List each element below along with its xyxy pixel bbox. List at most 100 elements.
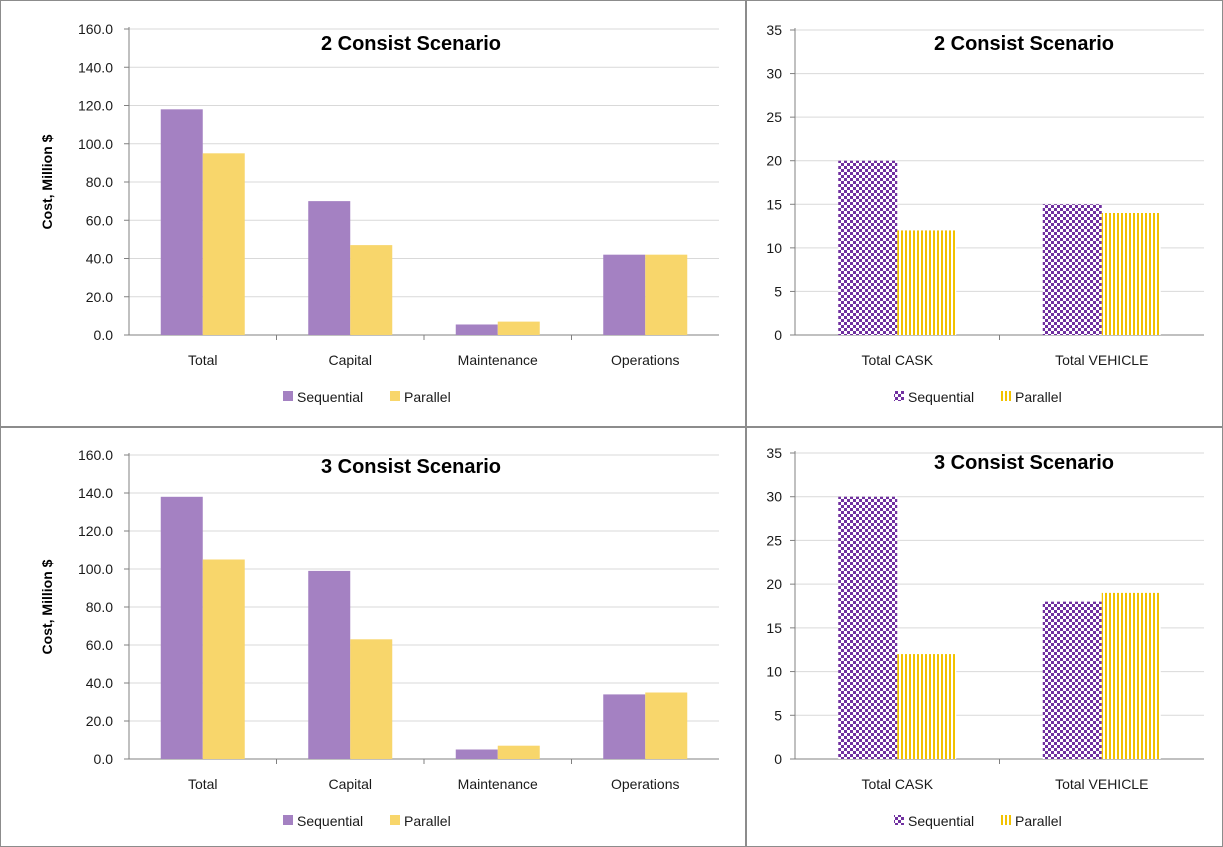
bar-sequential-maintenance bbox=[456, 324, 498, 335]
y-tick-label: 5 bbox=[774, 707, 782, 723]
legend-swatch-sequential bbox=[894, 391, 904, 401]
bar-parallel-total bbox=[203, 153, 245, 335]
chart-title: 3 Consist Scenario bbox=[934, 452, 1114, 474]
y-tick-label: 60.0 bbox=[86, 637, 113, 653]
legend-label-parallel: Parallel bbox=[404, 389, 451, 405]
y-tick-label: 0 bbox=[774, 751, 782, 767]
legend-swatch-parallel bbox=[390, 391, 400, 401]
y-axis-title: Cost, Million $ bbox=[39, 134, 55, 229]
y-tick-label: 0 bbox=[774, 327, 782, 343]
y-tick-label: 40.0 bbox=[86, 675, 113, 691]
y-tick-label: 10 bbox=[766, 240, 782, 256]
chart-panel-counts-3-consist: 0 5 10 15 20 25 30 35 Total CASK Total VEHICLE 3 C… bbox=[746, 427, 1223, 847]
chart-title: 3 Consist Scenario bbox=[321, 456, 501, 478]
bar-parallel-capital bbox=[350, 639, 392, 759]
chart-panel-counts-2-consist: 0 5 10 15 20 25 30 35 Total CASK Total VEHICLE 2 C… bbox=[746, 0, 1223, 427]
x-category-label: Capital bbox=[328, 776, 372, 792]
y-tick-label: 120.0 bbox=[78, 98, 113, 114]
x-category-label: Total VEHICLE bbox=[1055, 352, 1148, 368]
y-tick-label: 20 bbox=[766, 576, 782, 592]
chart-svg-2: 0.0 20.0 40.0 60.0 80.0 100.0 120.0 140.0 160.0 T… bbox=[1, 428, 745, 846]
x-category-label: Total bbox=[188, 776, 218, 792]
legend-swatch-sequential bbox=[283, 815, 293, 825]
x-category-label: Operations bbox=[611, 352, 679, 368]
chart-svg-3: 0 5 10 15 20 25 30 35 Total CASK Total VEHICLE 3 C… bbox=[747, 428, 1222, 846]
y-tick-label: 10 bbox=[766, 664, 782, 680]
legend-swatch-parallel bbox=[390, 815, 400, 825]
bar-parallel-operations bbox=[645, 693, 687, 760]
bar-parallel-capital bbox=[350, 245, 392, 335]
legend-label-parallel: Parallel bbox=[404, 813, 451, 829]
chart-panel-cost-2-consist: 0.0 20.0 40.0 60.0 80.0 100.0 120.0 140.0 160.0 T… bbox=[0, 0, 746, 427]
bar-sequential-total-cask bbox=[838, 161, 897, 335]
bar-sequential-total bbox=[161, 497, 203, 759]
y-tick-label: 80.0 bbox=[86, 599, 113, 615]
y-tick-label: 100.0 bbox=[78, 136, 113, 152]
legend-label-parallel: Parallel bbox=[1015, 389, 1062, 405]
bar-sequential-total-vehicle bbox=[1043, 602, 1102, 759]
legend-label-parallel: Parallel bbox=[1015, 813, 1062, 829]
y-tick-label: 160.0 bbox=[78, 21, 113, 37]
chart-title: 2 Consist Scenario bbox=[321, 33, 501, 55]
x-category-label: Total VEHICLE bbox=[1055, 776, 1148, 792]
bar-sequential-capital bbox=[308, 201, 350, 335]
chart-title: 2 Consist Scenario bbox=[934, 33, 1114, 55]
bar-sequential-operations bbox=[603, 694, 645, 759]
bar-parallel-total-vehicle bbox=[1102, 593, 1161, 759]
y-tick-label: 20.0 bbox=[86, 713, 113, 729]
legend-label-sequential: Sequential bbox=[908, 813, 974, 829]
legend-swatch-parallel bbox=[1001, 391, 1011, 401]
legend-label-sequential: Sequential bbox=[297, 389, 363, 405]
y-tick-label: 5 bbox=[774, 283, 782, 299]
legend-swatch-sequential bbox=[894, 815, 904, 825]
legend-swatch-parallel bbox=[1001, 815, 1011, 825]
chart-svg-0: 0.0 20.0 40.0 60.0 80.0 100.0 120.0 140.0 160.0 T… bbox=[1, 1, 745, 426]
y-tick-label: 140.0 bbox=[78, 485, 113, 501]
y-tick-label: 140.0 bbox=[78, 59, 113, 75]
y-axis-title: Cost, Million $ bbox=[39, 559, 55, 654]
y-tick-label: 20.0 bbox=[86, 289, 113, 305]
bar-parallel-total bbox=[203, 560, 245, 760]
y-tick-label: 100.0 bbox=[78, 561, 113, 577]
y-tick-label: 25 bbox=[766, 532, 782, 548]
y-tick-label: 40.0 bbox=[86, 251, 113, 267]
y-tick-label: 0.0 bbox=[94, 751, 114, 767]
bar-sequential-total-vehicle bbox=[1043, 204, 1102, 335]
y-tick-label: 120.0 bbox=[78, 523, 113, 539]
y-tick-label: 30 bbox=[766, 489, 782, 505]
y-tick-label: 15 bbox=[766, 196, 782, 212]
x-category-label: Operations bbox=[611, 776, 679, 792]
chart-panel-cost-3-consist: 0.0 20.0 40.0 60.0 80.0 100.0 120.0 140.0 160.0 T… bbox=[0, 427, 746, 847]
bar-sequential-total bbox=[161, 109, 203, 335]
bar-parallel-total-cask bbox=[897, 230, 956, 335]
x-category-label: Capital bbox=[328, 352, 372, 368]
x-category-label: Maintenance bbox=[458, 776, 538, 792]
bar-sequential-capital bbox=[308, 571, 350, 759]
x-category-label: Total CASK bbox=[861, 352, 933, 368]
y-tick-label: 30 bbox=[766, 66, 782, 82]
y-tick-label: 35 bbox=[766, 22, 782, 38]
y-tick-label: 35 bbox=[766, 445, 782, 461]
bar-parallel-operations bbox=[645, 255, 687, 335]
x-category-label: Total CASK bbox=[861, 776, 933, 792]
legend-label-sequential: Sequential bbox=[297, 813, 363, 829]
y-tick-label: 25 bbox=[766, 109, 782, 125]
bar-parallel-total-cask bbox=[897, 654, 956, 759]
legend-swatch-sequential bbox=[283, 391, 293, 401]
y-tick-label: 0.0 bbox=[94, 327, 114, 343]
bar-parallel-maintenance bbox=[498, 746, 540, 759]
bar-parallel-maintenance bbox=[498, 322, 540, 335]
y-tick-label: 20 bbox=[766, 153, 782, 169]
y-tick-label: 80.0 bbox=[86, 174, 113, 190]
bar-sequential-total-cask bbox=[838, 497, 897, 759]
y-tick-label: 60.0 bbox=[86, 212, 113, 228]
y-tick-label: 160.0 bbox=[78, 447, 113, 463]
bar-sequential-operations bbox=[603, 255, 645, 335]
bar-sequential-maintenance bbox=[456, 750, 498, 760]
x-category-label: Total bbox=[188, 352, 218, 368]
y-tick-label: 15 bbox=[766, 620, 782, 636]
x-category-label: Maintenance bbox=[458, 352, 538, 368]
legend-label-sequential: Sequential bbox=[908, 389, 974, 405]
bar-parallel-total-vehicle bbox=[1102, 213, 1161, 335]
chart-svg-1: 0 5 10 15 20 25 30 35 Total CASK Total VEHICLE 2 C… bbox=[747, 1, 1222, 426]
